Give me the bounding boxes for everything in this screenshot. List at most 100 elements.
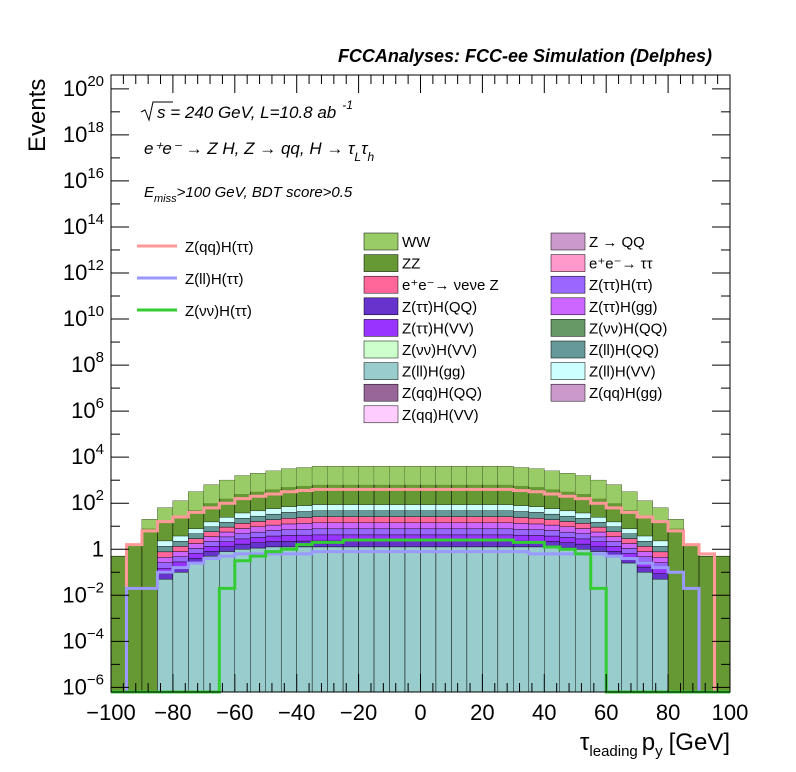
- bar-layer: [466, 516, 483, 523]
- bar-layer: [311, 534, 328, 542]
- legend-label: Z(ττ)H(gg): [589, 299, 658, 316]
- bar-ww: [575, 475, 591, 495]
- legend-label: Z(ll)H(QQ): [589, 342, 659, 359]
- bar-layer: [590, 526, 607, 533]
- y-axis-ticks: 1020 1018 1016 1014 1012 1010 108 106 104 102 1 10−…: [62, 73, 730, 699]
- bar-layer: [311, 504, 328, 511]
- bar-layer: [544, 530, 560, 537]
- bar-layer: [265, 524, 282, 531]
- bar-ww: [435, 466, 452, 485]
- bar-layer: [281, 535, 297, 542]
- bar-layer: [327, 516, 344, 523]
- bar-layer: [621, 533, 638, 539]
- bar-zll-gg: [544, 546, 560, 693]
- bar-layer: [389, 528, 406, 536]
- y-tick-label: 106: [71, 395, 104, 423]
- bar-layer: [265, 519, 282, 526]
- legend-swatch: [550, 297, 586, 316]
- bar-layer: [219, 531, 235, 538]
- bar-ww: [420, 466, 436, 485]
- y-tick-label: 1014: [63, 211, 104, 239]
- bar-layer: [404, 504, 421, 511]
- bar-layer: [389, 516, 406, 523]
- legend-swatch: [363, 254, 399, 272]
- bar-layer: [636, 566, 653, 573]
- legend-swatch: [363, 383, 399, 402]
- bar-layer: [513, 534, 530, 542]
- bar-layer: [559, 515, 576, 522]
- signal-lines: [111, 487, 730, 694]
- bar-layer: [497, 522, 514, 530]
- bar-layer: [157, 540, 174, 547]
- bar-layer: [621, 548, 638, 554]
- bar-layer: [373, 510, 390, 517]
- chart-title: FCCAnalyses: FCC-ee Simulation (Delphes): [338, 46, 712, 66]
- y-tick-label: 1012: [63, 257, 104, 285]
- bar-layer: [606, 546, 622, 552]
- bar-ww: [590, 480, 607, 499]
- y-tick-label: 108: [71, 349, 104, 377]
- bar-ww: [497, 466, 514, 485]
- bar-ww: [188, 491, 204, 511]
- bar-layer: [590, 517, 607, 523]
- legend-label: e⁺e⁻→ νeνe Z: [402, 277, 499, 294]
- bar-layer: [513, 517, 530, 524]
- bar-zll-gg: [311, 546, 328, 693]
- bar-layer: [327, 534, 344, 542]
- bar-layer: [466, 528, 483, 536]
- legend-swatch: [550, 254, 586, 272]
- bar-layer: [575, 543, 591, 550]
- legend-swatch: [550, 383, 586, 402]
- bar-ww: [513, 467, 529, 486]
- bar-layer: [296, 511, 313, 518]
- bar-layer: [544, 513, 560, 520]
- bar-layer: [404, 510, 421, 517]
- bar-zll-gg: [451, 546, 468, 693]
- bar-layer: [311, 516, 328, 523]
- bar-zll-gg: [497, 546, 514, 693]
- y-tick-label: 10−6: [62, 671, 104, 699]
- bar-layer: [652, 540, 669, 547]
- bar-layer: [652, 551, 669, 558]
- bar-layer: [466, 504, 483, 511]
- legend-signals: Z(qq)H(ττ) Z(ll)H(ττ) Z(νν)H(ττ): [137, 239, 254, 320]
- bar-layer: [590, 522, 607, 528]
- bar-layer: [188, 548, 205, 554]
- bar-ww: [482, 466, 498, 485]
- y-tick-label: 1020: [63, 73, 104, 101]
- bar-layer: [234, 512, 251, 519]
- bar-layer: [559, 526, 576, 533]
- bar-layer: [358, 510, 375, 517]
- bar-layer: [420, 528, 437, 536]
- legend-swatch: [363, 319, 399, 337]
- bar-layer: [281, 529, 297, 536]
- bar-layer: [234, 528, 251, 534]
- bar-zll-gg: [250, 547, 266, 693]
- bar-ww: [606, 484, 622, 504]
- bar-ww: [528, 468, 545, 488]
- bar-ww: [141, 519, 158, 529]
- bar-layer: [311, 510, 328, 517]
- bar-layer: [420, 540, 437, 548]
- legend-swatch: [363, 340, 399, 359]
- bar-zll-gg: [203, 555, 220, 693]
- x-axis-label-y: y: [655, 743, 663, 760]
- bar-layer: [373, 504, 390, 511]
- annotation-cuts: Emiss>100 GeV, BDT score>0.5: [144, 184, 353, 205]
- bar-layer: [219, 522, 235, 528]
- legend-label: e⁺e⁻→ ττ: [589, 256, 653, 273]
- bar-layer: [250, 526, 266, 533]
- bar-layer: [296, 534, 313, 542]
- bar-zz: [698, 555, 715, 693]
- bar-zll-gg: [528, 546, 545, 693]
- bar-layer: [482, 528, 499, 536]
- bar-zll-gg: [234, 549, 251, 693]
- x-tick-label: −60: [216, 700, 253, 725]
- bar-layer: [590, 541, 607, 547]
- bar-layer: [606, 541, 622, 547]
- bar-layer: [497, 504, 514, 511]
- bar-layer: [203, 551, 220, 557]
- bar-layer: [404, 540, 421, 548]
- bar-layer: [296, 505, 313, 512]
- x-tick-label: 20: [470, 700, 494, 725]
